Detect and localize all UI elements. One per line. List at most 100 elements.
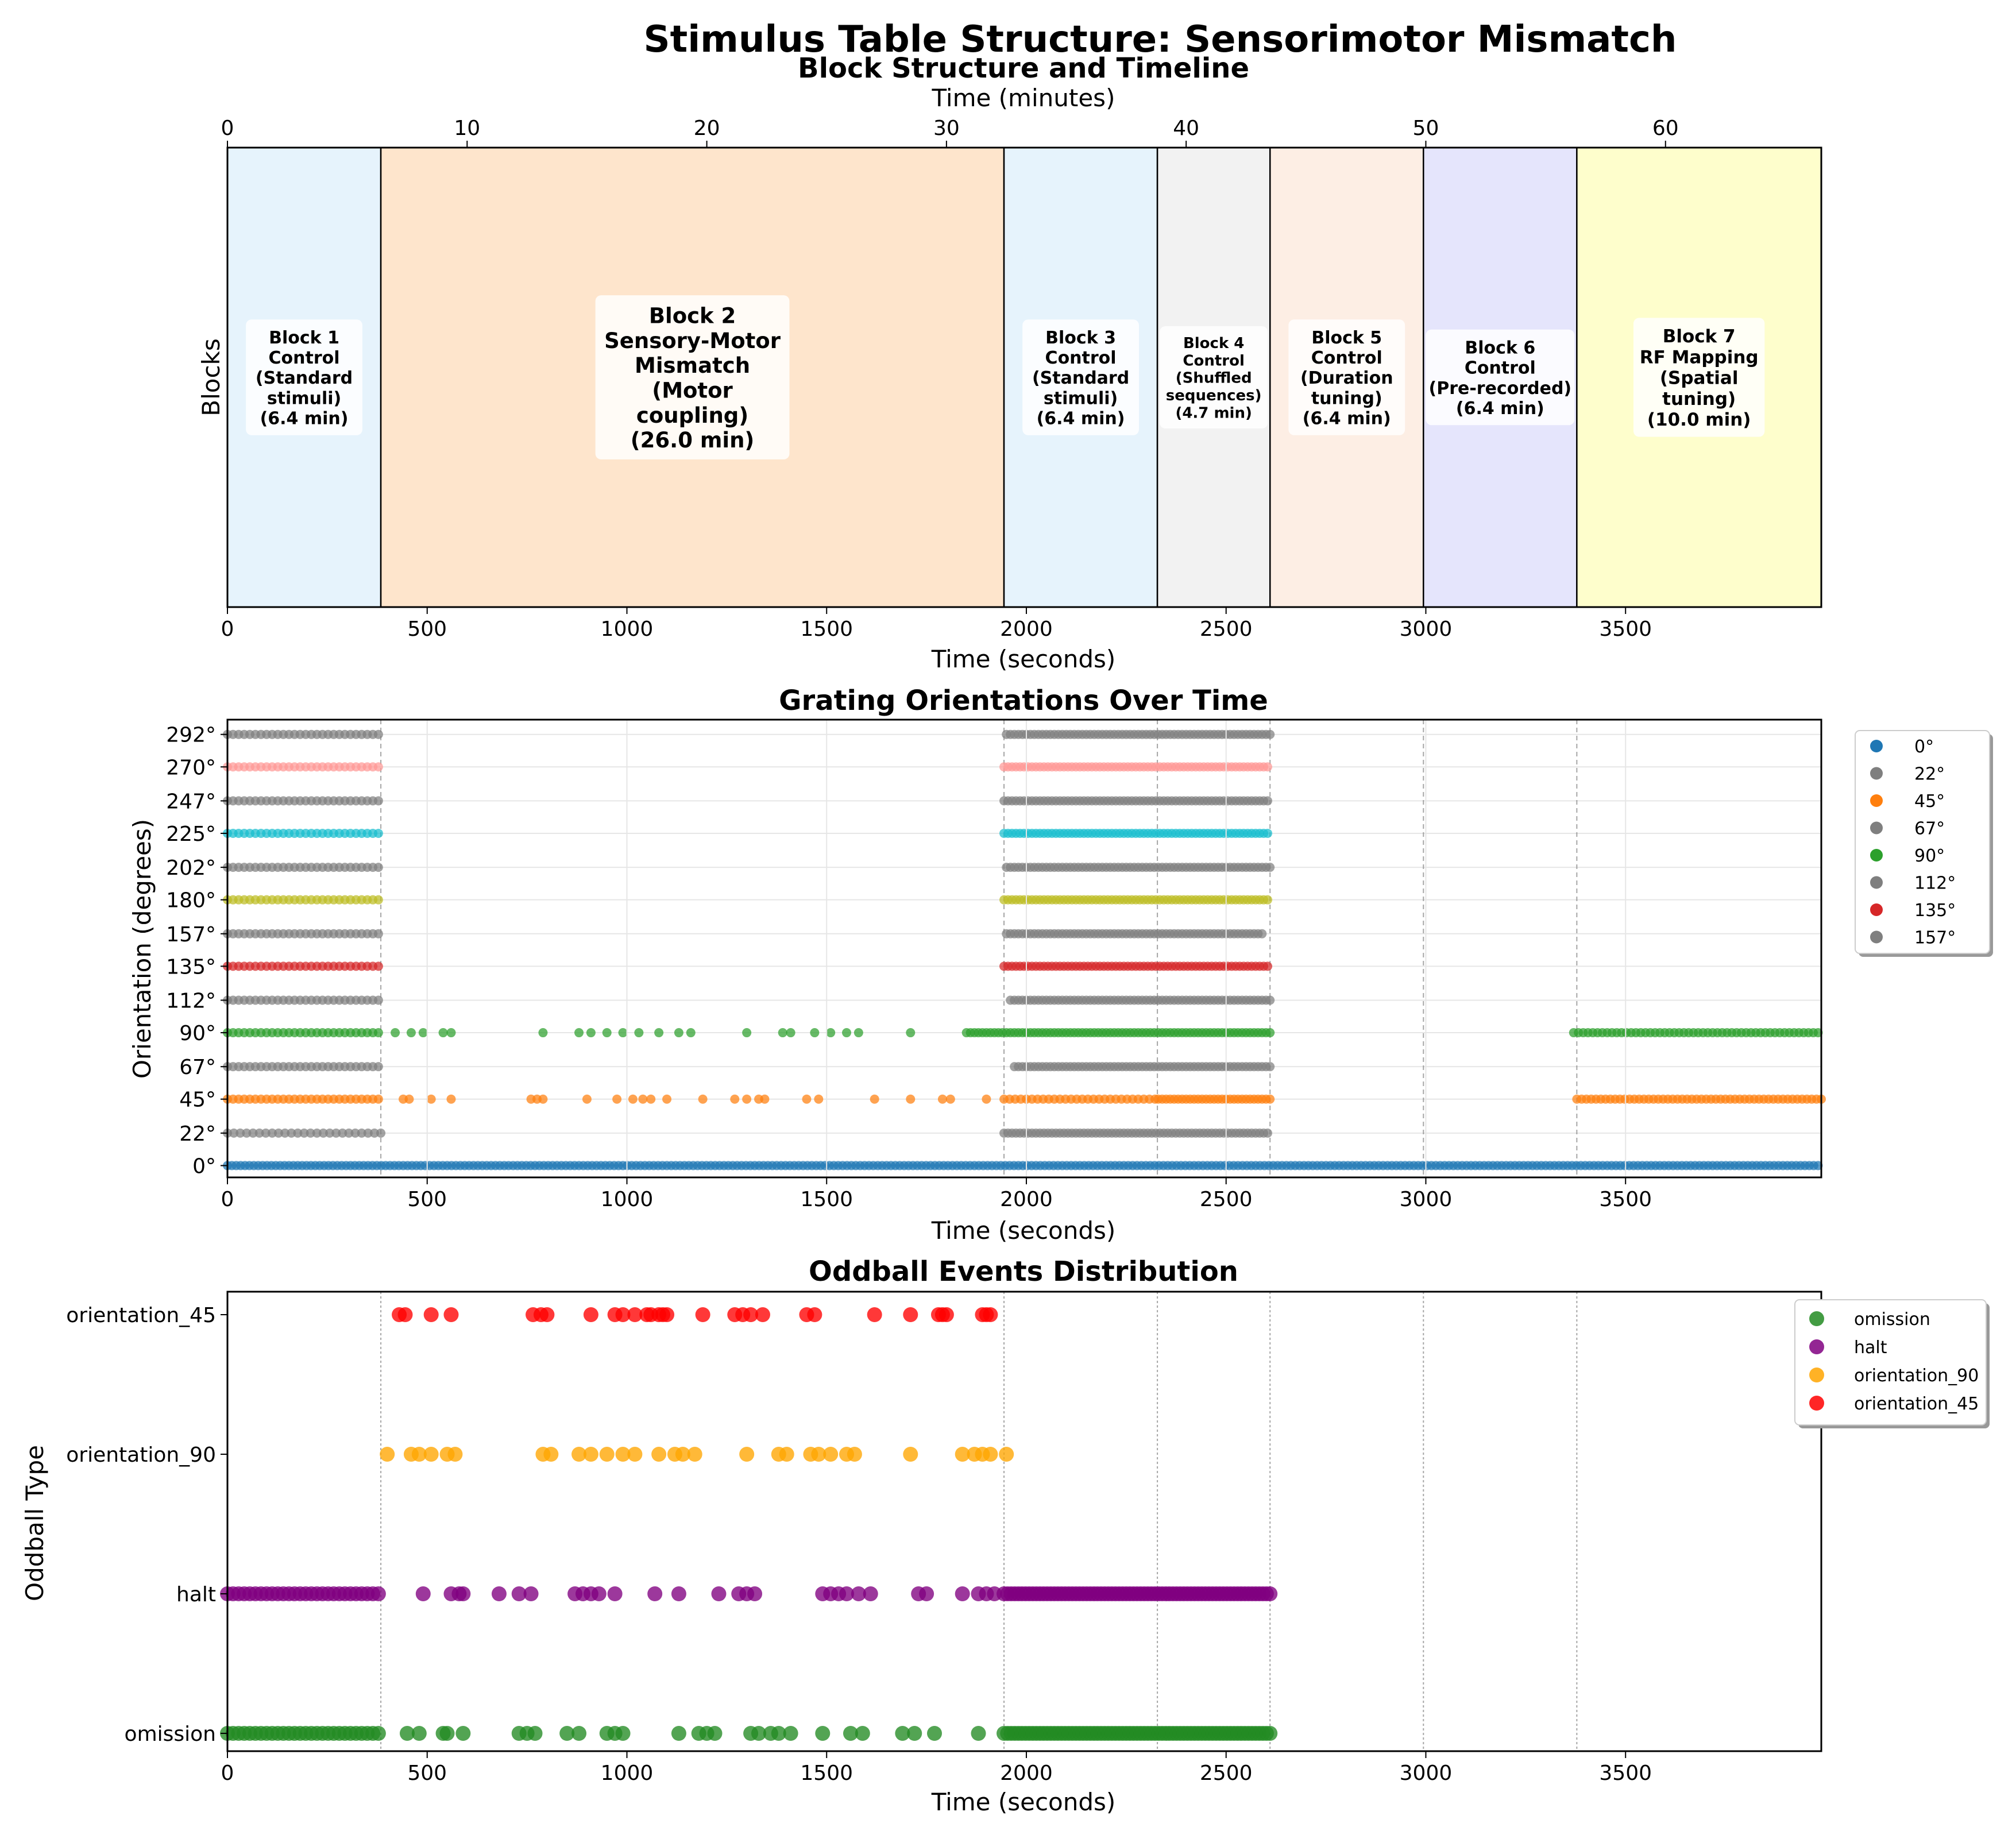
orientation-point bbox=[1265, 995, 1275, 1005]
oddball-point bbox=[539, 1307, 555, 1322]
oddball-point bbox=[811, 1447, 827, 1462]
orientation-point bbox=[363, 1128, 373, 1138]
block-label-line: (Standard bbox=[256, 368, 353, 388]
oddball-point bbox=[615, 1726, 631, 1741]
y-tick-label: 270° bbox=[166, 756, 216, 779]
oddball-point bbox=[771, 1726, 786, 1741]
block-label-line: Control bbox=[1311, 348, 1382, 368]
oddball-points bbox=[220, 1307, 1278, 1741]
oddball-point bbox=[907, 1726, 922, 1741]
block-label-line: stimuli) bbox=[267, 388, 341, 408]
orientation-point bbox=[538, 1028, 548, 1038]
orientation-panel: Grating Orientations Over Time 0 500 1000 1… bbox=[128, 685, 1993, 1245]
x-tick-label: 2000 bbox=[1000, 617, 1053, 641]
orientation-point bbox=[730, 1094, 740, 1104]
oddball-point bbox=[370, 1726, 386, 1741]
orientation-point bbox=[698, 1094, 708, 1104]
x-tick-label: 1500 bbox=[800, 617, 853, 641]
legend-label: orientation_45 bbox=[1854, 1394, 1979, 1414]
oddball-point bbox=[447, 1447, 463, 1462]
orientation-point bbox=[906, 1094, 916, 1104]
orientation-point bbox=[406, 1028, 416, 1038]
oddball-point bbox=[380, 1447, 395, 1462]
orientation-point bbox=[293, 1128, 303, 1138]
orientation-axes-frame bbox=[226, 719, 1822, 1179]
legend-label: 135° bbox=[1914, 901, 1956, 921]
orientation-point bbox=[331, 1128, 341, 1138]
block-x-ticks: 0 500 1000 1500 2000 2500 3000 3500 bbox=[221, 607, 1652, 641]
orientation-point bbox=[582, 1094, 592, 1104]
orientation-point bbox=[906, 1028, 916, 1038]
y-tick-label: 135° bbox=[166, 955, 216, 979]
orientation-point bbox=[280, 1128, 290, 1138]
oddball-point bbox=[895, 1726, 910, 1741]
oddball-point bbox=[559, 1726, 575, 1741]
orientation-point bbox=[1263, 895, 1273, 905]
orientation-point bbox=[438, 1028, 448, 1038]
legend-marker bbox=[1870, 903, 1883, 916]
oddball-point bbox=[939, 1307, 954, 1322]
orientation-point bbox=[778, 1028, 787, 1038]
y-tick-label: 90° bbox=[179, 1022, 216, 1045]
oddball-point bbox=[583, 1307, 598, 1322]
x-tick-label: 3500 bbox=[1599, 617, 1652, 641]
oddball-x-ticks: 0 500 1000 1500 2000 2500 3000 3500 bbox=[221, 1751, 1652, 1785]
block-label-line: (Standard bbox=[1032, 368, 1129, 388]
oddball-point bbox=[599, 1447, 615, 1462]
orientation-point bbox=[1265, 1094, 1275, 1104]
orientation-point bbox=[1257, 929, 1267, 938]
oddball-point bbox=[423, 1307, 439, 1322]
oddball-point bbox=[779, 1447, 794, 1462]
y-tick-label: 0° bbox=[192, 1154, 216, 1178]
orientation-point bbox=[1263, 961, 1273, 971]
orientation-point bbox=[369, 1128, 379, 1138]
orientation-point bbox=[287, 1128, 296, 1138]
oddball-point bbox=[439, 1726, 455, 1741]
orientation-point bbox=[618, 1028, 628, 1038]
orientation-point bbox=[602, 1028, 612, 1038]
top-tick-label: 0 bbox=[221, 117, 234, 140]
x-tick-label: 1000 bbox=[601, 617, 654, 641]
block-label-line: (6.4 min) bbox=[1037, 408, 1125, 428]
orientation-point bbox=[786, 1028, 795, 1038]
oddball-point bbox=[707, 1726, 723, 1741]
oddball-point bbox=[919, 1586, 934, 1601]
orientation-point bbox=[373, 1062, 383, 1072]
oddball-point bbox=[743, 1307, 759, 1322]
orientation-point bbox=[373, 863, 383, 872]
orientation-point bbox=[261, 1128, 271, 1138]
oddball-point bbox=[397, 1307, 413, 1322]
block-label-line: Block 3 bbox=[1045, 328, 1116, 348]
orientation-x-label: Time (seconds) bbox=[931, 1216, 1116, 1245]
orientation-point bbox=[760, 1094, 770, 1104]
orientation-point bbox=[446, 1028, 456, 1038]
orientation-point bbox=[373, 1028, 383, 1038]
orientation-point bbox=[338, 1128, 347, 1138]
block-label-line: stimuli) bbox=[1044, 388, 1118, 408]
oddball-point bbox=[903, 1447, 918, 1462]
figure-title: Stimulus Table Structure: Sensorimotor M… bbox=[644, 18, 1677, 61]
block-x-label: Time (seconds) bbox=[931, 645, 1116, 673]
block-label-line: (6.4 min) bbox=[1456, 399, 1544, 419]
orientation-point bbox=[674, 1028, 683, 1038]
legend-label: orientation_90 bbox=[1854, 1366, 1979, 1386]
oddball-point bbox=[523, 1586, 539, 1601]
x-tick-label: 2500 bbox=[1200, 1762, 1253, 1785]
orientation-point bbox=[242, 1128, 252, 1138]
oddball-point bbox=[527, 1726, 543, 1741]
orientation-point bbox=[312, 1128, 322, 1138]
block-label-box bbox=[246, 319, 362, 435]
legend-box bbox=[1855, 730, 1990, 954]
y-tick-label: 157° bbox=[166, 923, 216, 947]
top-tick-label: 50 bbox=[1413, 117, 1439, 140]
oddball-axes-frame bbox=[226, 1291, 1822, 1752]
block-label-line: (10.0 min) bbox=[1647, 410, 1751, 430]
orientation-point bbox=[742, 1094, 752, 1104]
legend-label: 157° bbox=[1914, 928, 1956, 948]
orientation-point bbox=[654, 1028, 664, 1038]
oddball-point bbox=[855, 1726, 870, 1741]
oddball-point bbox=[751, 1726, 766, 1741]
oddball-point bbox=[863, 1586, 878, 1601]
block-label-line: RF Mapping bbox=[1640, 347, 1759, 368]
